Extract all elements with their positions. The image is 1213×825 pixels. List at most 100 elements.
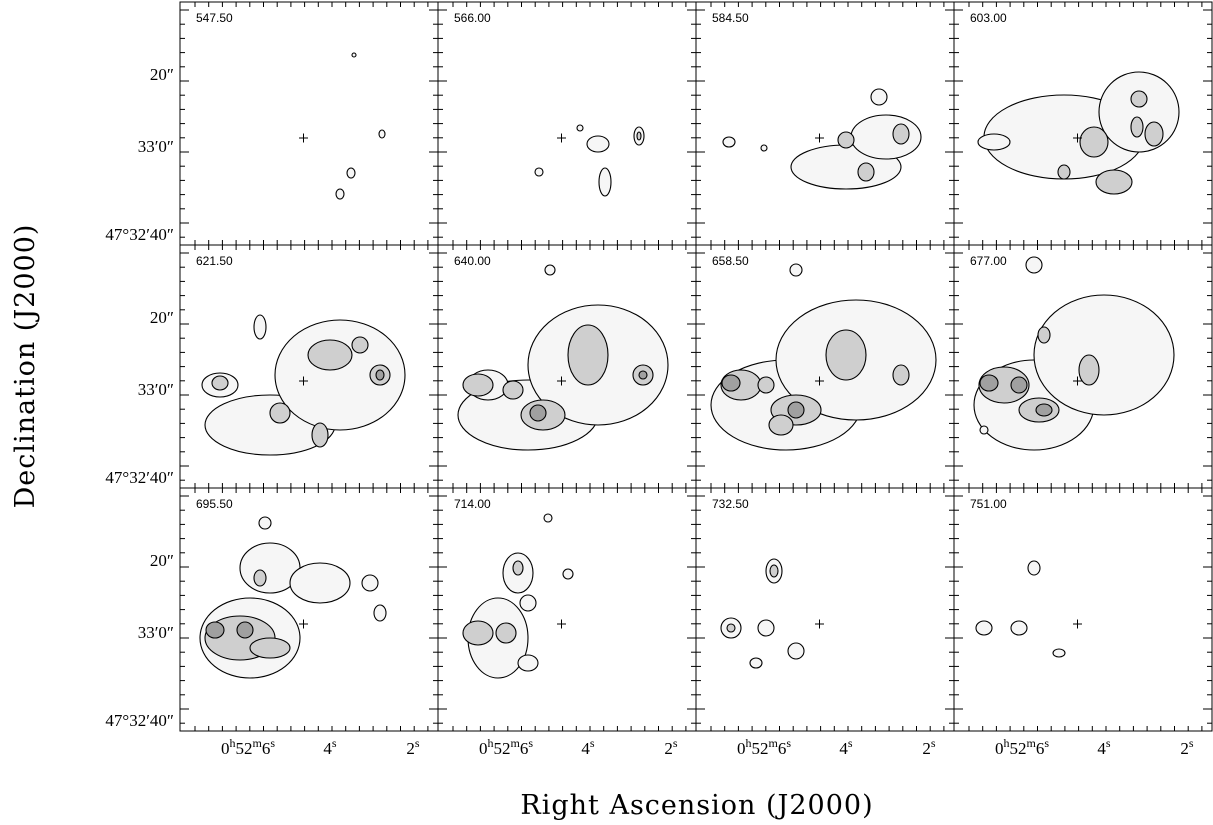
contour — [351, 336, 369, 354]
tick-superscript: h — [229, 736, 235, 750]
contour — [534, 167, 544, 177]
contour — [543, 513, 553, 523]
contour — [462, 373, 494, 397]
tick-superscript: s — [270, 736, 275, 750]
contour — [870, 88, 888, 106]
contour — [307, 339, 353, 371]
panel-label: 547.50 — [196, 11, 233, 25]
contour — [274, 319, 406, 431]
contour — [598, 167, 612, 197]
x-tick-label: 0h52m6s — [221, 736, 275, 758]
tick-superscript: s — [415, 736, 420, 750]
contour — [289, 562, 351, 604]
contour — [258, 516, 272, 530]
contour — [975, 620, 993, 636]
contour — [1033, 294, 1175, 416]
contour — [335, 188, 345, 200]
tick-part: 0 — [479, 739, 488, 758]
contour — [726, 623, 736, 633]
contour — [1010, 620, 1028, 636]
panel: 603.00 — [953, 1, 1213, 246]
contour — [544, 264, 556, 276]
reference-cross — [815, 133, 824, 143]
tick-part: 0 — [995, 739, 1004, 758]
contour — [979, 374, 999, 392]
tick-superscript: s — [673, 736, 678, 750]
contour — [1144, 121, 1164, 147]
y-tick-label: 20″ — [150, 308, 174, 327]
y-tick-label: 47°32′40″ — [105, 468, 174, 487]
panel-label: 603.00 — [970, 11, 1007, 25]
panel-label: 732.50 — [712, 497, 749, 511]
tick-superscript: s — [1106, 736, 1111, 750]
y-axis-title: Declination (J2000) — [10, 224, 41, 509]
contour — [1098, 71, 1180, 153]
tick-part: 4 — [839, 739, 848, 758]
contour — [787, 401, 805, 419]
contour — [1010, 376, 1028, 394]
contour — [892, 364, 910, 386]
contour — [519, 594, 537, 612]
contour — [567, 324, 609, 386]
contour — [1037, 326, 1051, 344]
panel-label: 695.50 — [196, 497, 233, 511]
contour — [205, 621, 225, 639]
tick-part: 2 — [406, 739, 415, 758]
contour — [722, 136, 736, 148]
panel-label: 640.00 — [454, 254, 491, 268]
contour — [1027, 560, 1041, 576]
panel-label: 658.50 — [712, 254, 749, 268]
y-tick-label: 20″ — [150, 65, 174, 84]
panel-frame — [437, 1, 697, 246]
tick-part: 0 — [221, 739, 230, 758]
tick-superscript: s — [1044, 736, 1049, 750]
y-tick-label: 33′0″ — [138, 623, 174, 642]
tick-part: 6 — [1036, 739, 1045, 758]
tick-part: 4 — [1097, 739, 1106, 758]
contour — [979, 425, 989, 435]
tick-part: 2 — [664, 739, 673, 758]
tick-part: 4 — [323, 739, 332, 758]
tick-superscript: m — [768, 736, 778, 750]
contour — [576, 124, 584, 132]
contour — [837, 131, 855, 149]
y-tick-label: 20″ — [150, 551, 174, 570]
x-tick-label: 4s — [323, 736, 337, 758]
tick-part: 52 — [493, 739, 510, 758]
panel: 584.50 — [695, 1, 955, 246]
contour — [1057, 164, 1071, 180]
x-tick-label: 2s — [922, 736, 936, 758]
reference-cross — [299, 376, 308, 386]
panel-label: 566.00 — [454, 11, 491, 25]
tick-superscript: m — [510, 736, 520, 750]
contour — [529, 404, 547, 422]
tick-part: 52 — [1009, 739, 1026, 758]
y-tick-label: 47°32′40″ — [105, 711, 174, 730]
y-tick-label: 33′0″ — [138, 380, 174, 399]
contour — [1052, 648, 1066, 658]
contour — [351, 52, 357, 58]
contour — [249, 637, 291, 659]
tick-part: 0 — [737, 739, 746, 758]
x-tick-label: 0h52m6s — [737, 736, 791, 758]
contour — [562, 568, 574, 580]
contour — [346, 167, 356, 179]
contour — [749, 657, 763, 669]
tick-superscript: s — [590, 736, 595, 750]
contour — [825, 329, 867, 381]
tick-part: 52 — [235, 739, 252, 758]
x-axis-title: Right Ascension (J2000) — [520, 790, 873, 821]
contour — [789, 263, 803, 277]
panel: 640.00 — [437, 244, 697, 489]
contour — [721, 374, 741, 392]
contour — [462, 620, 494, 646]
x-tick-label: 2s — [664, 736, 678, 758]
tick-superscript: s — [528, 736, 533, 750]
tick-part: 2 — [1180, 739, 1189, 758]
tick-superscript: s — [1189, 736, 1194, 750]
panel: 566.00 — [437, 1, 697, 246]
contour — [769, 564, 779, 578]
